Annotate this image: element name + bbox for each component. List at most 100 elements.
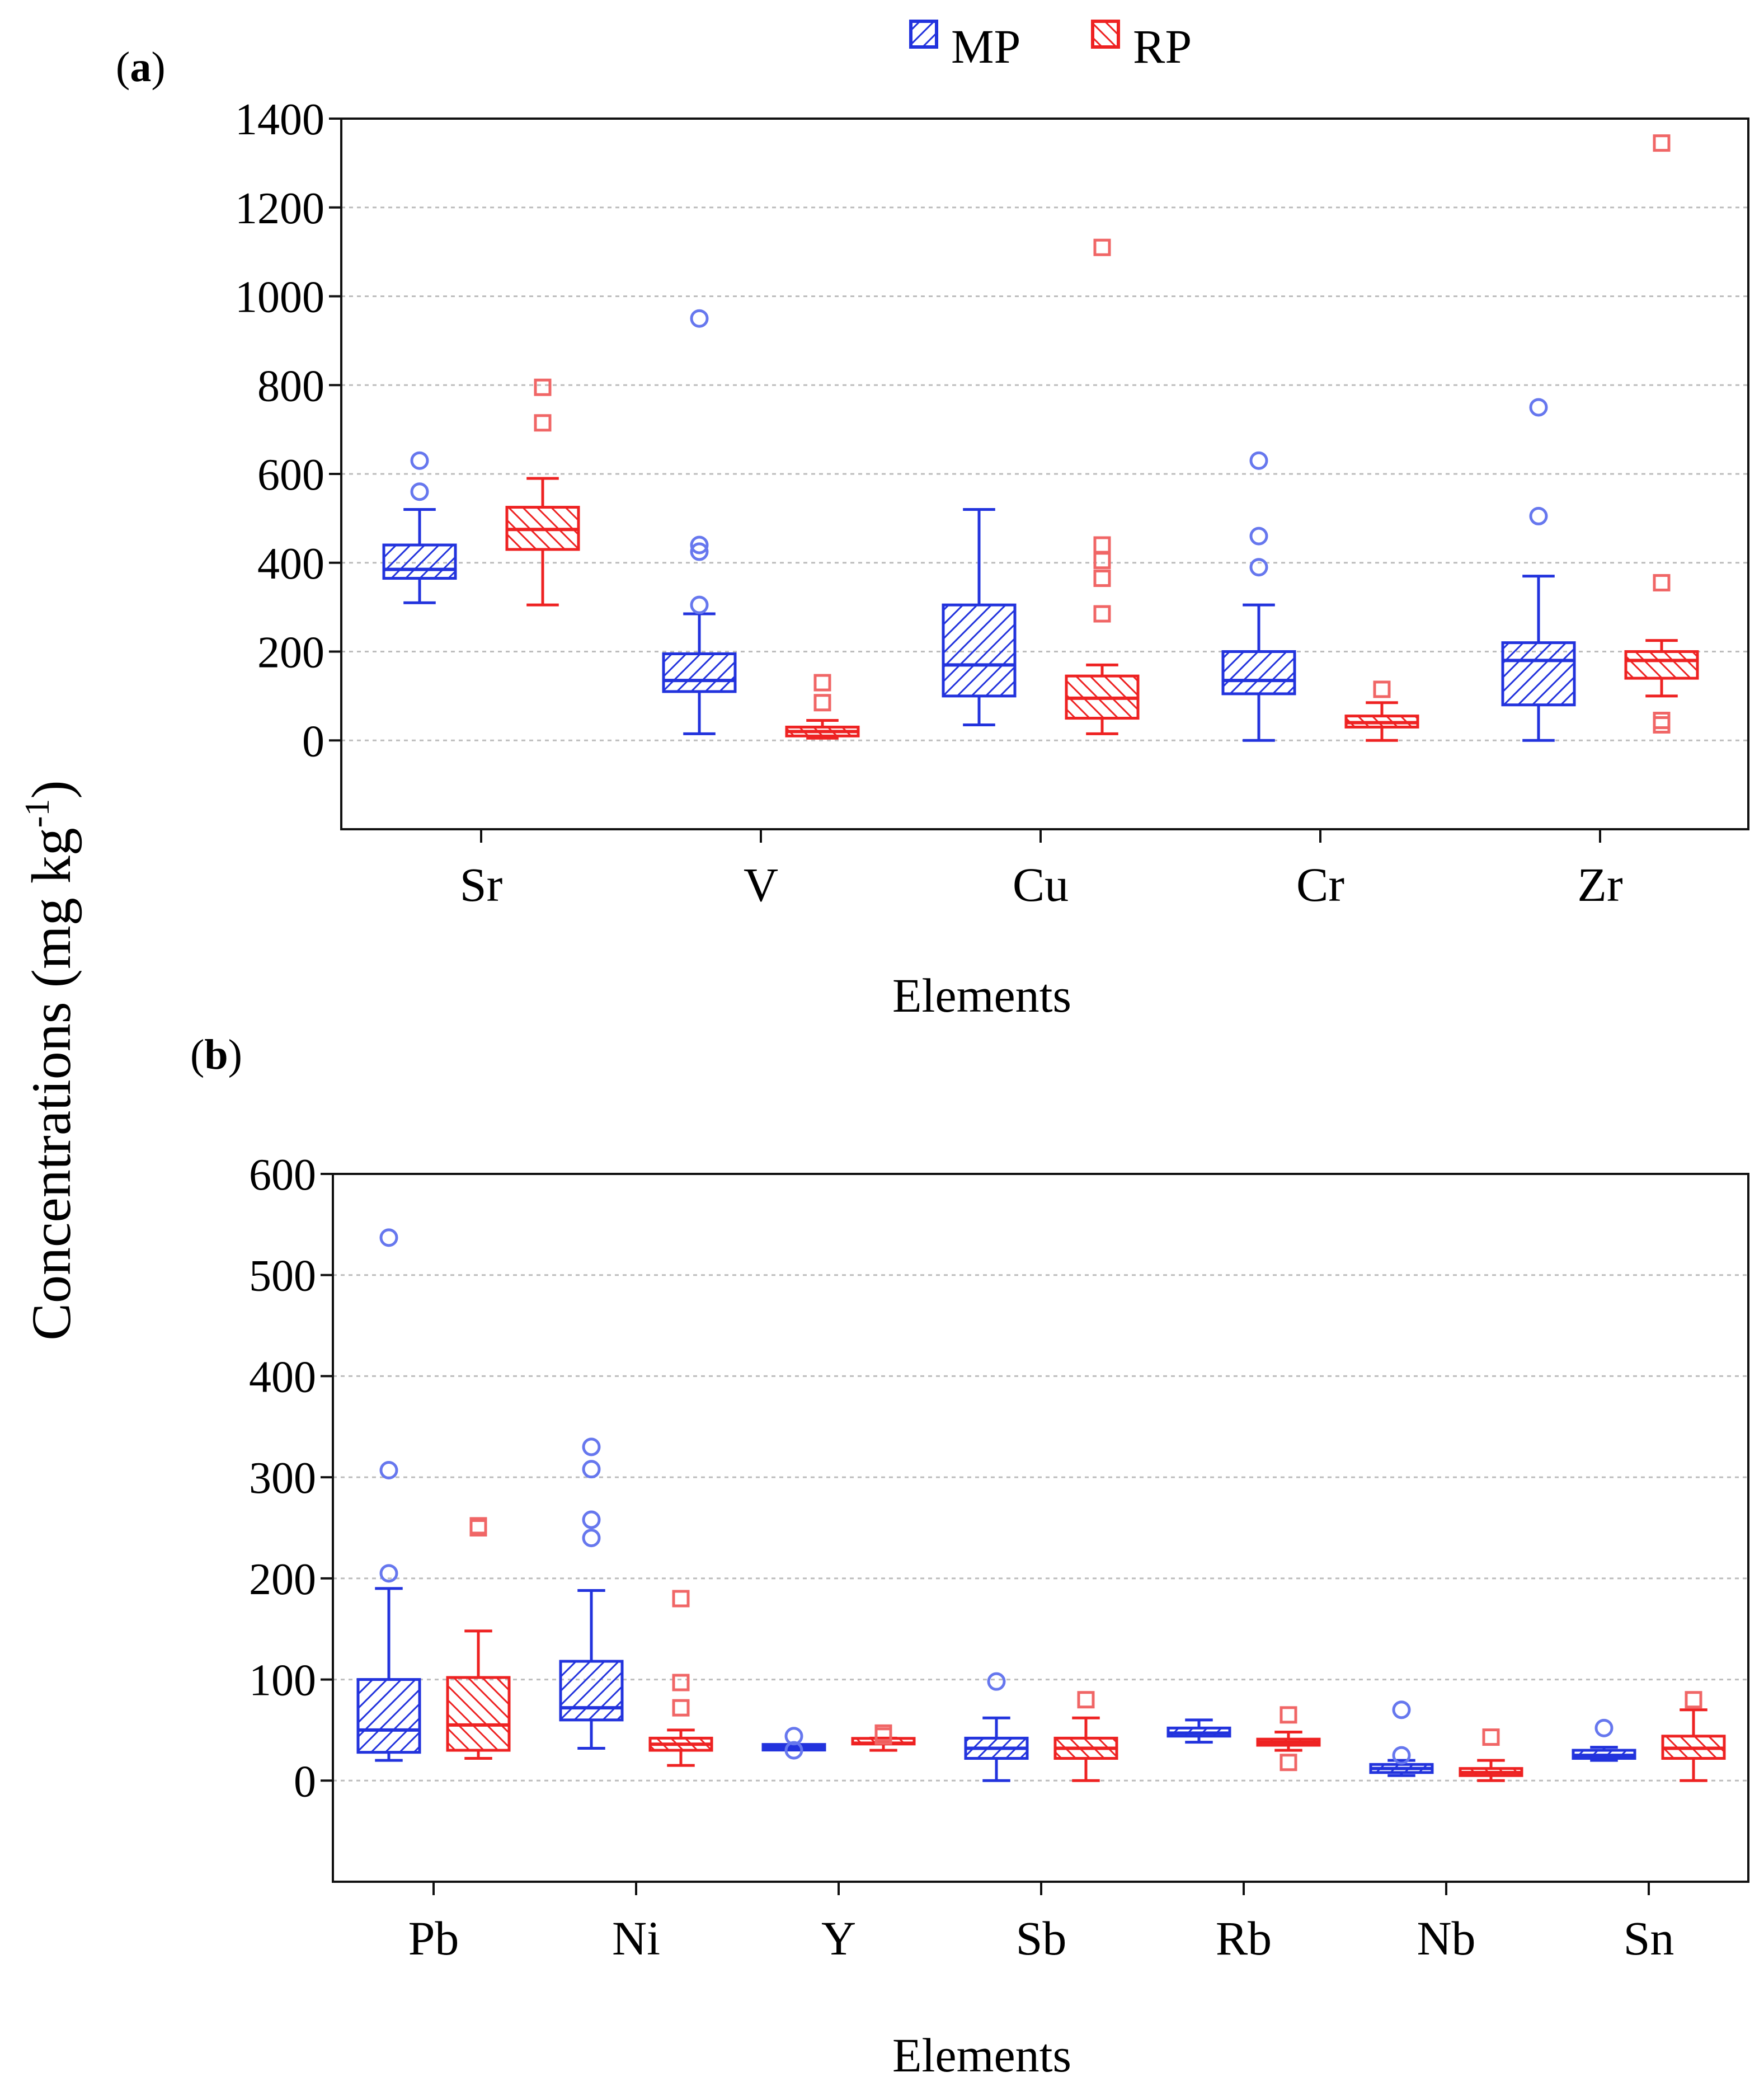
- outlier-point: [379, 1564, 398, 1583]
- outlier-point: [1653, 712, 1671, 730]
- outlier-point: [534, 414, 552, 432]
- outlier-point: [784, 1741, 803, 1760]
- panel-b-x-tick-label: Pb: [408, 1911, 459, 1965]
- box-iqr: [662, 652, 737, 693]
- box-mp-cr: [1221, 451, 1296, 742]
- panel-a-x-tick-label: Sr: [460, 858, 502, 911]
- box-mp-rb: [1166, 1718, 1231, 1744]
- panel-b-x-tick-label: Ni: [612, 1911, 660, 1965]
- box-mp-y: [761, 1727, 826, 1760]
- outlier-point: [874, 1724, 892, 1742]
- box-mp-sn: [1572, 1718, 1636, 1762]
- legend: MP RP: [909, 20, 1192, 73]
- box-mp-ni: [559, 1437, 624, 1750]
- outlier-point: [469, 1517, 487, 1535]
- box-rp-zr: [1624, 134, 1699, 734]
- outlier-point: [1529, 506, 1548, 525]
- outlier-point: [813, 694, 831, 712]
- box-iqr: [942, 603, 1017, 698]
- panel-b-y-tick-label: 0: [294, 1757, 316, 1806]
- panel-a-y-tick-label: 1200: [235, 184, 324, 233]
- panel-b-y-ticks: 0 100 200 300 400 500 600: [249, 1150, 333, 1806]
- panel-a-x-tick-label: Cu: [1013, 858, 1069, 911]
- outlier-point: [690, 535, 709, 555]
- outlier-point: [1249, 451, 1268, 470]
- outlier-point: [1392, 1700, 1411, 1719]
- outlier-point: [1093, 605, 1111, 623]
- panel-b-plot-frame: [332, 1173, 1749, 1883]
- panel-b-x-tick-label: Rb: [1216, 1911, 1272, 1965]
- box-rp-cu: [1065, 238, 1140, 735]
- legend-item-rp: RP: [1091, 20, 1192, 73]
- panel-a-label-letter: a: [130, 44, 151, 91]
- outlier-point: [1529, 398, 1548, 417]
- panel-b: (b) 0 100 200 300 400 500 600 Pb Ni Y Sb Rb Nb Sn El…: [190, 1031, 1749, 2082]
- panel-b-label-close: ): [228, 1031, 242, 1078]
- panel-b-label: (b): [190, 1031, 242, 1078]
- panel-b-gridlines: [333, 1274, 1748, 1782]
- panel-b-boxes: [356, 1228, 1726, 1782]
- legend-swatch-mp: [909, 20, 938, 49]
- box-mp-nb: [1369, 1700, 1434, 1777]
- box-rp-sb: [1053, 1691, 1118, 1782]
- outlier-point: [1653, 716, 1671, 734]
- y-axis-label: Concentrations (mg kg-1): [18, 780, 82, 1340]
- y-axis-label-superscript: -1: [18, 799, 57, 828]
- panel-b-y-tick-label: 100: [249, 1656, 316, 1705]
- outlier-point: [1093, 238, 1111, 256]
- outlier-point: [582, 1510, 601, 1529]
- box-mp-zr: [1501, 398, 1576, 742]
- outlier-point: [1373, 680, 1391, 698]
- legend-label-rp: RP: [1133, 20, 1192, 73]
- box-rp-rb: [1256, 1706, 1321, 1772]
- panel-a-label: (a): [116, 44, 166, 91]
- outlier-point: [582, 1529, 601, 1548]
- outlier-point: [1093, 536, 1111, 554]
- outlier-point: [379, 1460, 398, 1479]
- box-iqr: [446, 1676, 511, 1752]
- panel-b-x-ticks: Pb Ni Y Sb Rb Nb Sn: [408, 1882, 1674, 1965]
- outlier-point: [672, 1590, 690, 1608]
- box-mp-sb: [964, 1672, 1029, 1782]
- outlier-point: [1392, 1746, 1411, 1765]
- outlier-point: [1093, 570, 1111, 588]
- y-axis-label-text: Concentrations (mg kg: [20, 828, 82, 1341]
- legend-item-mp: MP: [909, 20, 1020, 73]
- panel-b-label-letter: b: [204, 1031, 228, 1078]
- box-iqr: [382, 543, 457, 580]
- outlier-point: [534, 378, 552, 396]
- outlier-point: [987, 1672, 1006, 1691]
- outlier-point: [1280, 1706, 1297, 1724]
- panel-a-x-tick-label: Zr: [1577, 858, 1622, 911]
- panel-b-x-axis-label: Elements: [892, 2028, 1071, 2082]
- y-axis-label-close: ): [20, 780, 82, 798]
- box-iqr: [559, 1660, 624, 1722]
- legend-swatch-rp: [1091, 20, 1120, 49]
- outlier-point: [672, 1699, 690, 1717]
- outlier-point: [1280, 1754, 1297, 1772]
- box-iqr: [356, 1678, 421, 1754]
- panel-a-y-tick-label: 1000: [235, 273, 324, 322]
- panel-a-y-ticks: 0 200 400 600 800 1000 1200 1400: [235, 95, 341, 766]
- outlier-point: [1093, 552, 1111, 570]
- outlier-point: [1249, 527, 1268, 546]
- outlier-point: [690, 309, 709, 328]
- panel-b-label-open: (: [190, 1031, 204, 1078]
- panel-b-x-tick-label: Y: [821, 1911, 856, 1965]
- panel-a-label-open: (: [116, 44, 130, 91]
- panel-a-y-tick-label: 0: [302, 717, 324, 766]
- panel-b-y-tick-label: 600: [249, 1150, 316, 1200]
- box-iqr: [1501, 641, 1576, 707]
- outlier-point: [1685, 1691, 1702, 1709]
- panel-b-y-tick-label: 300: [249, 1454, 316, 1503]
- outlier-point: [690, 542, 709, 561]
- outlier-point: [1482, 1728, 1500, 1746]
- panel-a-boxes: [382, 134, 1699, 742]
- panel-a-x-ticks: Sr V Cu Cr Zr: [460, 829, 1623, 911]
- panel-a-x-axis-label: Elements: [892, 969, 1071, 1022]
- box-rp-cr: [1344, 680, 1419, 742]
- panel-b-y-tick-label: 400: [249, 1352, 316, 1402]
- box-rp-pb: [446, 1517, 511, 1760]
- outlier-point: [1594, 1718, 1614, 1737]
